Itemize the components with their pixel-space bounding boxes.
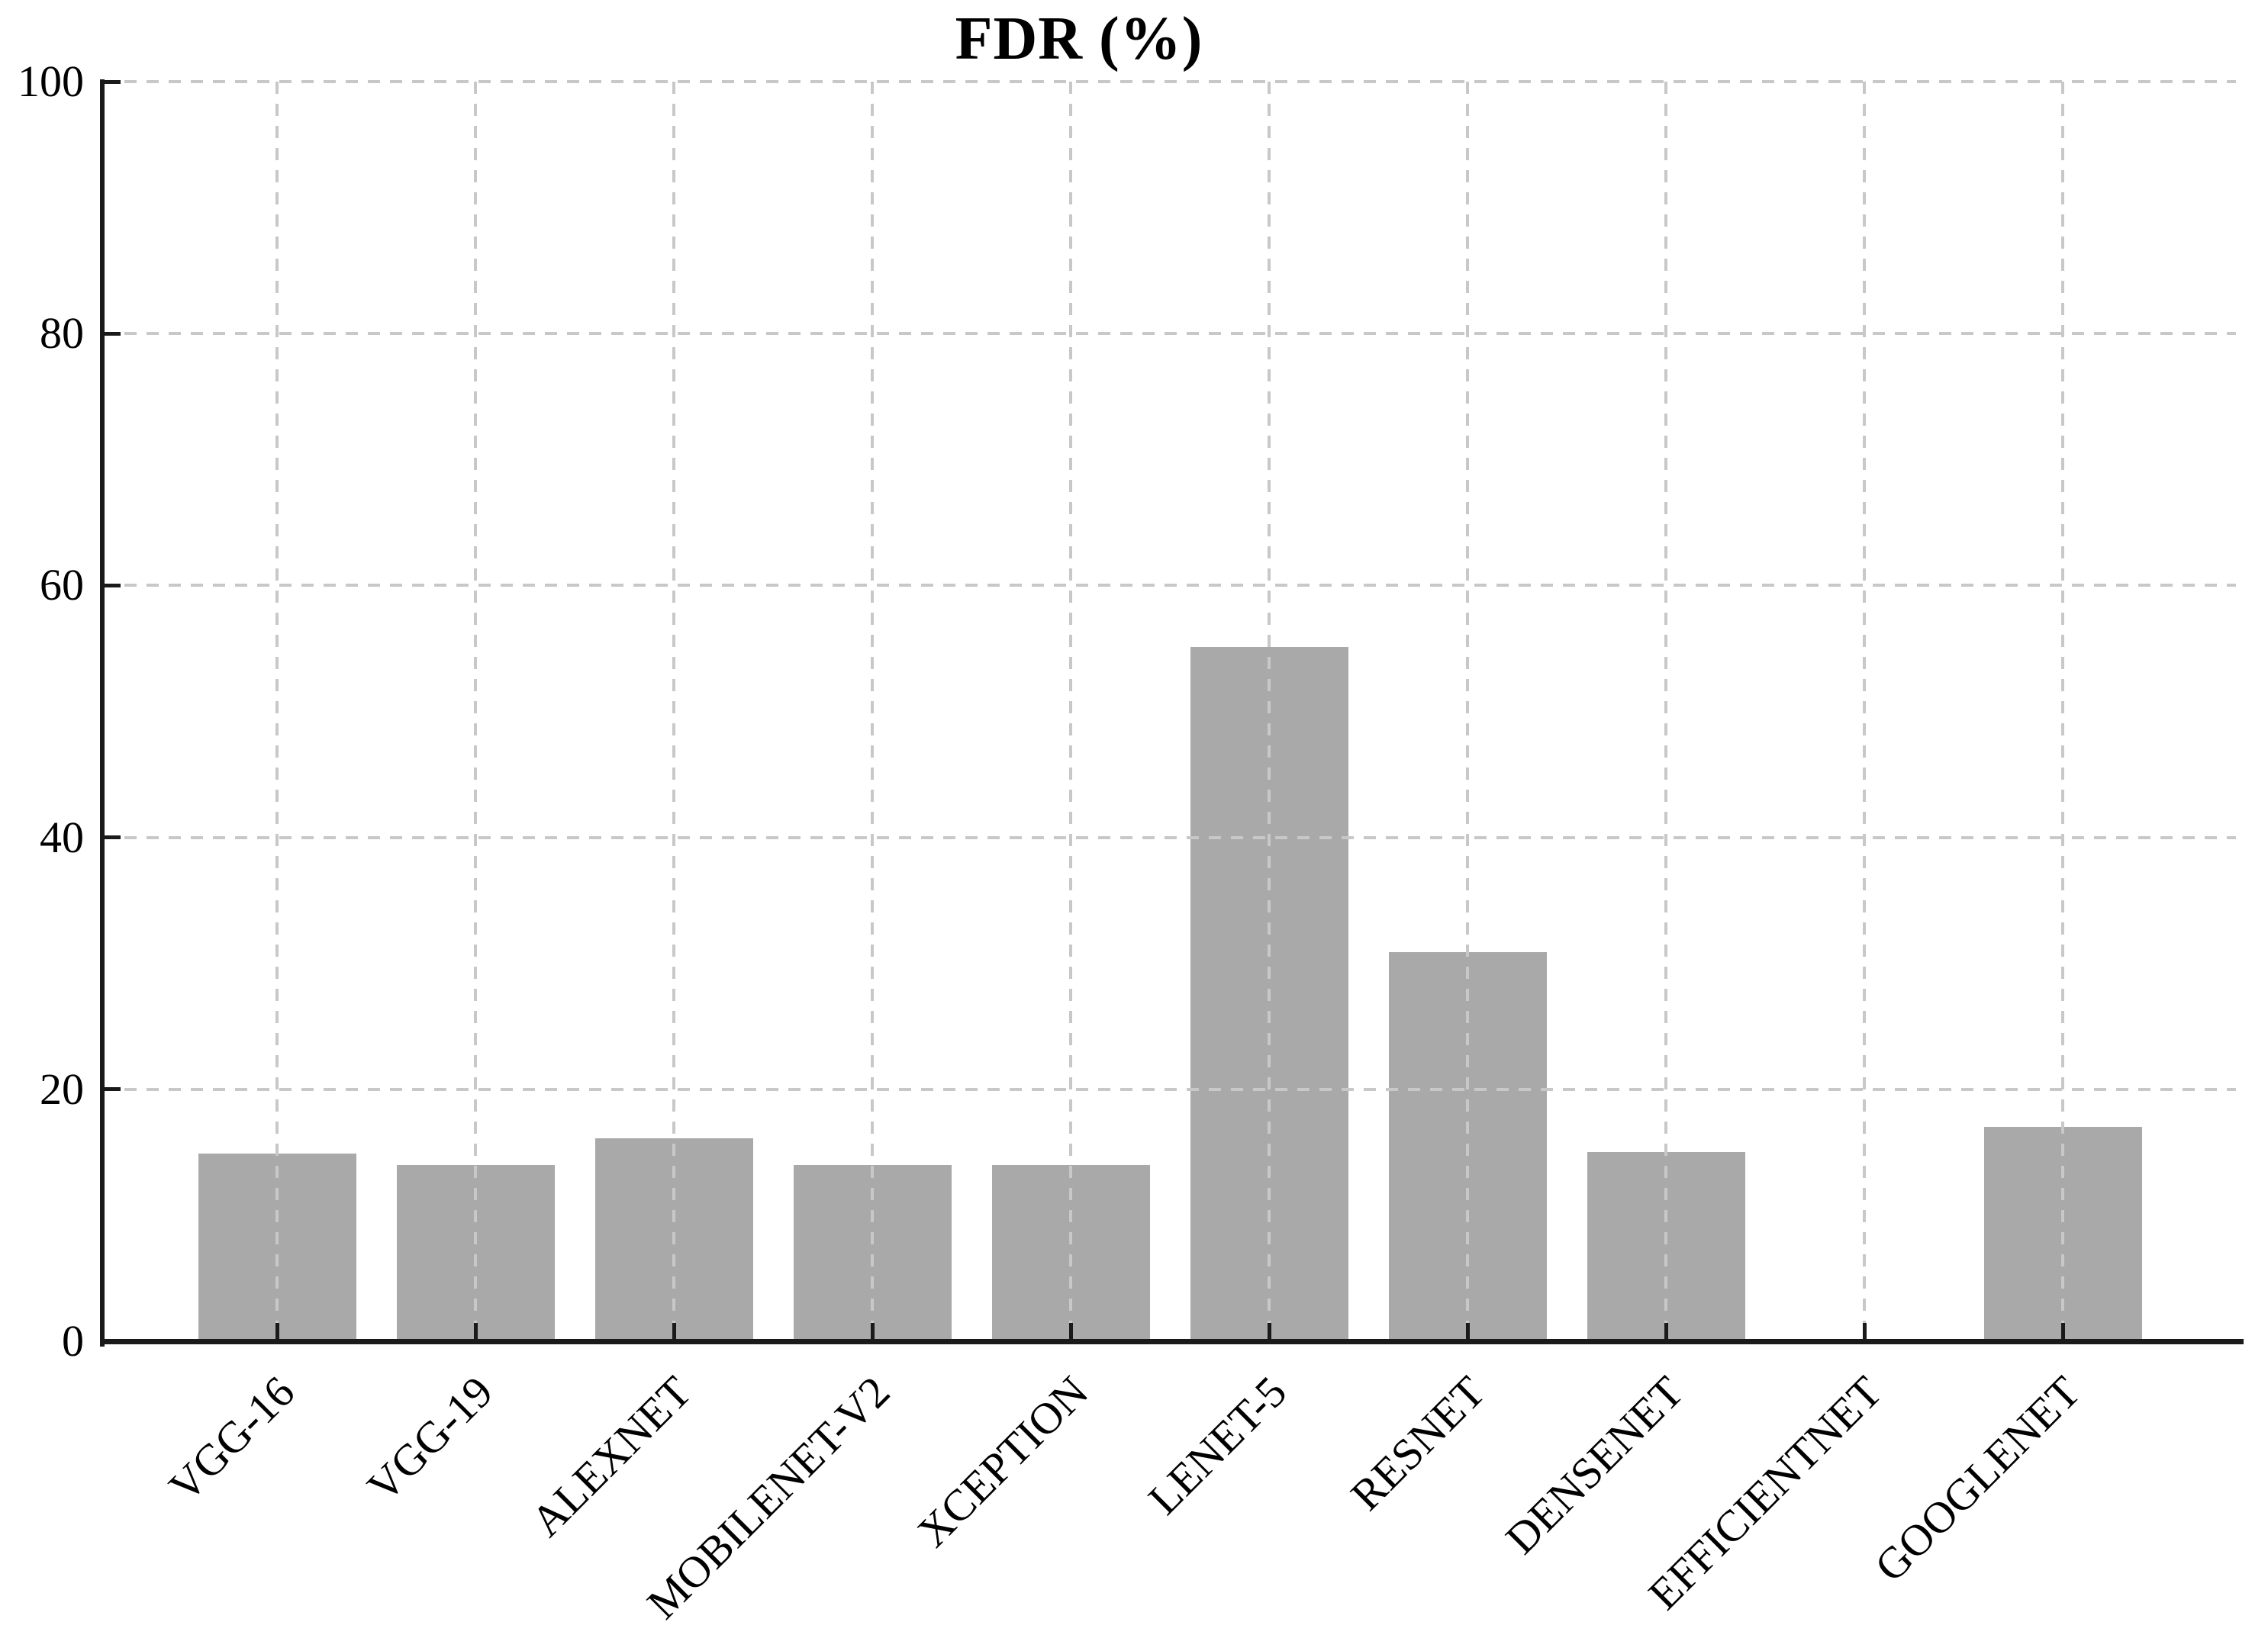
x-tick-resnet bbox=[1465, 1323, 1470, 1341]
x-tick-vgg-19 bbox=[473, 1323, 478, 1341]
h-gridline-20 bbox=[102, 1087, 2236, 1091]
x-tick-alexnet bbox=[672, 1323, 676, 1341]
v-gridline-lenet-5 bbox=[1268, 82, 1271, 1341]
v-gridline-efficientnet bbox=[1863, 82, 1866, 1341]
x-tick-vgg-16 bbox=[275, 1323, 279, 1341]
x-tick-googlenet bbox=[2060, 1323, 2065, 1341]
x-tick-xception bbox=[1068, 1323, 1073, 1341]
y-tick-label-0: 0 bbox=[62, 1316, 84, 1366]
y-tick-100 bbox=[102, 79, 121, 84]
v-gridline-vgg-19 bbox=[474, 82, 477, 1341]
x-tick-lenet-5 bbox=[1267, 1323, 1271, 1341]
v-gridline-resnet bbox=[1466, 82, 1469, 1341]
x-axis-spine bbox=[102, 1339, 2244, 1344]
plot-area bbox=[102, 79, 2236, 1344]
y-tick-0 bbox=[102, 1339, 121, 1344]
h-gridline-100 bbox=[102, 80, 2236, 83]
y-tick-60 bbox=[102, 583, 121, 587]
y-tick-label-80: 80 bbox=[40, 308, 84, 359]
v-gridline-mobilenet-v2 bbox=[871, 82, 874, 1341]
h-gridline-80 bbox=[102, 332, 2236, 336]
y-axis-spine bbox=[100, 79, 105, 1347]
h-gridline-40 bbox=[102, 835, 2236, 839]
y-tick-label-40: 40 bbox=[40, 812, 84, 862]
x-tick-densenet bbox=[1664, 1323, 1668, 1341]
y-tick-80 bbox=[102, 331, 121, 336]
x-tick-mobilenet-v2 bbox=[870, 1323, 875, 1341]
v-gridline-vgg-16 bbox=[275, 82, 279, 1341]
v-gridline-xception bbox=[1069, 82, 1072, 1341]
v-gridline-googlenet bbox=[2061, 82, 2064, 1341]
y-tick-label-20: 20 bbox=[40, 1064, 84, 1114]
chart-title: FDR (%) bbox=[955, 5, 1203, 72]
v-gridline-alexnet bbox=[672, 82, 675, 1341]
x-tick-efficientnet bbox=[1862, 1323, 1867, 1341]
y-tick-40 bbox=[102, 835, 121, 840]
y-tick-label-100: 100 bbox=[18, 56, 84, 106]
h-gridline-60 bbox=[102, 584, 2236, 587]
v-gridline-densenet bbox=[1664, 82, 1667, 1341]
y-tick-20 bbox=[102, 1087, 121, 1092]
y-tick-label-60: 60 bbox=[40, 560, 84, 610]
